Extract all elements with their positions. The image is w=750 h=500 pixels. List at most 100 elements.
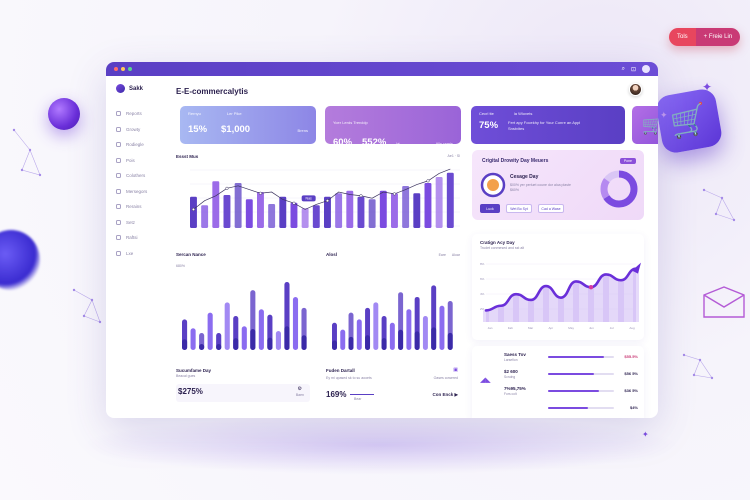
progress-track [548,407,614,409]
kpi-label: Cecrl tte [479,111,494,116]
sidebar-item-colothers[interactable]: Colothers [116,168,166,184]
floor-glow [80,415,680,475]
secondary-button[interactable]: Cad a Wase [538,204,564,213]
chart-bar [335,193,343,228]
nav-item-icon [116,219,121,225]
brand-logo-icon [116,84,125,93]
promo-button-b[interactable]: + Freie Lin [695,28,741,46]
area-chart: 8% 6% 4% 2% Jan Fab Mar Apr May Jun Jul Aug [480,262,641,330]
promo-button-a[interactable]: Tols [669,28,696,46]
chart-bar [413,193,421,228]
list-card: ◢◣ Saess Tov Larsefion $55.5% $2 600 Scrulng… [472,346,644,418]
chart-bar [207,312,213,350]
chart-bar [234,183,242,228]
search-icon[interactable]: ⌕ [621,65,625,72]
sidebar-item-pois[interactable]: Pois [116,153,166,169]
y-tick-label: 2% [480,307,485,311]
sidebar-item-setz[interactable]: Setz [116,215,166,231]
sparkle-icon: ✦ [702,80,713,94]
progress-fill [548,373,595,375]
chart-bar [301,208,309,228]
nav-item-icon [116,204,121,210]
kpi-label: Ler Pike [226,111,242,116]
chart-title: Essst Mus [176,154,199,159]
sidebar-item-label: Pois [126,157,135,163]
chart-bar [241,326,247,350]
chart-bar-segment [431,327,437,350]
chart-point [225,186,229,190]
chart-bar [268,204,276,228]
sidebar-item-raftsi[interactable]: Raftsi [116,230,166,246]
chart-bar [373,302,379,350]
list-item-value: $4% [629,405,638,410]
cart-icon[interactable]: 🛒 [632,106,658,144]
chart-bar [224,302,230,350]
list-item-sub: Fors colt [504,392,517,396]
nav-item-icon [116,111,121,117]
card-title: Alosl [326,252,338,257]
stat-value: 169% [326,390,347,399]
legend-item: Aloar [451,253,460,257]
card-sub: Trudet conmesed and sst alt [480,246,525,250]
chart-bar [446,172,454,228]
chart-bar-segment [233,338,239,350]
chart-bar-segment [199,344,205,350]
donut-chart [600,170,638,208]
titlebar-avatar[interactable] [642,65,650,73]
promo-line: $60% [510,188,519,192]
sidebar-item-label: Reports [126,111,142,117]
cta-label: Con Enck [432,392,454,397]
chart-bar [406,309,412,350]
kpi-card-1[interactable]: Rernyu Ler Pike 15% $1,000 Brens [180,106,316,144]
sidebar-item-rodiegle[interactable]: Rodiegle [116,137,166,153]
chart-point [191,207,196,211]
chart-bar [379,190,387,228]
chart-bar [391,193,398,228]
chart-bar-segment [284,326,290,350]
bar-card-1: Sercan Nance 680% [176,248,316,358]
minimize-window-button[interactable] [121,67,125,71]
chart-bar-segment [267,337,273,350]
chart-bar [312,205,320,228]
bar-chart-2 [332,285,453,350]
kpi-card-2[interactable]: Yoer Lerds Trercldp 60% 552% bt Alls ram… [325,106,461,148]
filter-icon[interactable]: ▣ [453,367,458,373]
stat-value: $275% [178,387,203,396]
main-content: E-E-commercalytis Rernyu Ler Pike 15% $1… [174,76,658,418]
chart-bar [212,181,220,228]
sidebar-item-rerains[interactable]: Rerains [116,199,166,215]
settings-icon[interactable]: ⚙ [297,386,302,392]
sidebar-item-label: Mersegors [126,188,148,194]
maximize-window-button[interactable] [128,67,132,71]
envelope-icon [703,286,745,318]
sidebar-item-lxe[interactable]: Lxe [116,246,166,262]
chart-bar [346,190,354,228]
list-item-sub: Scrulng [504,375,516,379]
chart-bar-segment [301,335,307,350]
secondary-button[interactable]: Wet Bo Syt [506,204,532,213]
cta-link[interactable]: Con Enck ▶ [432,392,458,397]
sidebar-item-growty[interactable]: Growty [116,122,166,138]
chart-point [292,201,296,205]
close-window-button[interactable] [114,67,118,71]
chart-bar [356,319,362,350]
lock-icon[interactable]: ⊡ [630,66,636,73]
kpi-card-3[interactable]: Cecrl tte la Wlovets 75% Fert apy Focekh… [471,106,625,144]
chart-bar-segment [250,329,256,350]
avatar[interactable] [629,83,642,96]
logo-icon: ◢◣ [480,377,491,384]
chart-point [359,194,363,198]
list-item-value: $56 5% [624,371,638,376]
lock-button[interactable]: Luck [480,204,500,213]
brand[interactable]: Sakk [116,84,166,93]
legend-item: Eare [438,253,446,257]
chart-bar [368,199,376,228]
promo-buttons[interactable]: Tols + Freie Lin [669,28,741,46]
sidebar-item-reports[interactable]: Reports [116,106,166,122]
sidebar-item-mersegors[interactable]: Mersegors [116,184,166,200]
kpi-value: 60% [333,137,353,148]
decor-sphere [48,98,80,130]
promo-card-tag: Pone [619,158,636,164]
chart-bar [292,296,299,350]
